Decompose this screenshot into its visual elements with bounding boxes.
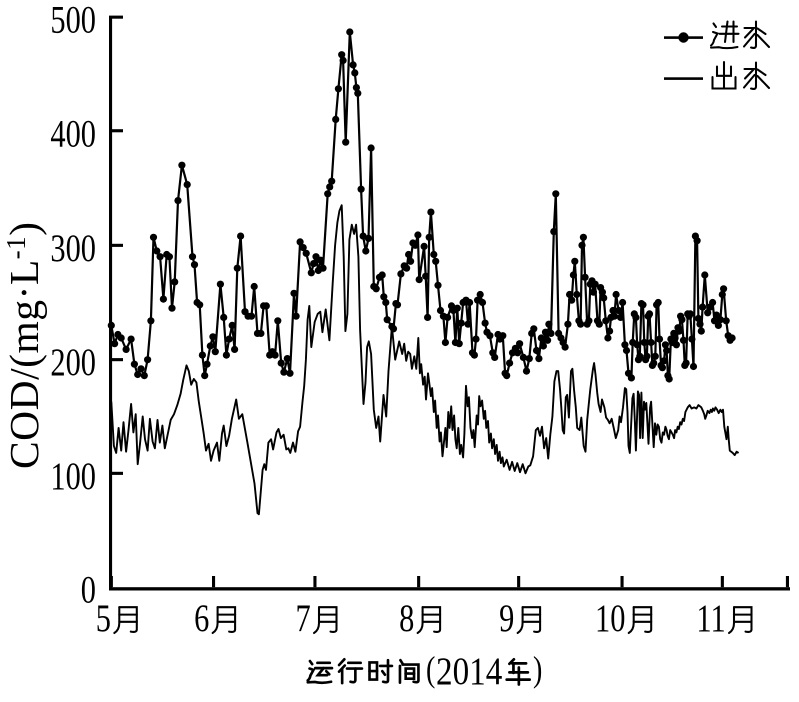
svg-text:5: 5	[96, 596, 111, 639]
svg-text:400: 400	[50, 112, 96, 155]
svg-text:): )	[533, 649, 542, 689]
svg-text:300: 300	[50, 226, 96, 269]
svg-text:11: 11	[696, 596, 725, 639]
svg-text:200: 200	[50, 341, 96, 384]
svg-text:COD/(mg·L-1): COD/(mg·L-1)	[1, 222, 48, 470]
svg-text:7: 7	[295, 596, 310, 639]
svg-text:500: 500	[50, 0, 96, 42]
svg-text:0: 0	[81, 568, 96, 611]
svg-text:100: 100	[50, 454, 96, 497]
svg-text:8: 8	[399, 596, 414, 639]
svg-text:(: (	[426, 649, 435, 689]
svg-text:9: 9	[499, 596, 514, 639]
svg-text:6: 6	[194, 596, 209, 639]
svg-text:2014: 2014	[436, 650, 502, 693]
svg-text:10: 10	[595, 596, 625, 639]
